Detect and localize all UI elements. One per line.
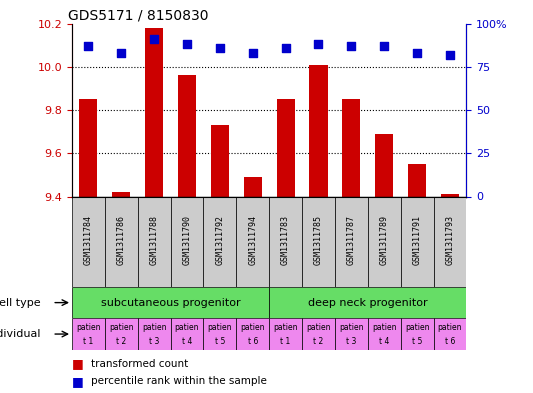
Bar (178, 75, 196, 196)
Text: GSM1311792: GSM1311792 (215, 215, 224, 265)
Point (446, 51, 454, 58)
Bar (244, 177, 262, 196)
Point (347, 43, 356, 49)
Text: patien: patien (109, 323, 133, 332)
Point (183, 41, 191, 48)
Bar (302, 318, 335, 350)
Text: GSM1311783: GSM1311783 (281, 215, 290, 265)
Text: GSM1311789: GSM1311789 (379, 215, 389, 265)
Text: patien: patien (240, 323, 265, 332)
Text: patien: patien (405, 323, 429, 332)
Point (380, 43, 389, 49)
Point (84, 43, 93, 49)
Bar (375, 134, 393, 196)
Bar (171, 318, 204, 350)
Text: GSM1311784: GSM1311784 (84, 215, 93, 265)
Text: cell type: cell type (0, 298, 41, 308)
Bar (302, 196, 335, 287)
Bar (204, 196, 236, 287)
Point (215, 45, 224, 51)
Point (281, 45, 290, 51)
Bar (342, 99, 360, 196)
Point (314, 41, 322, 48)
Bar (433, 196, 466, 287)
Bar (138, 196, 171, 287)
Bar (105, 318, 138, 350)
Bar (171, 196, 204, 287)
Bar (335, 318, 368, 350)
Text: subcutaneous progenitor: subcutaneous progenitor (101, 298, 240, 308)
Text: deep neck progenitor: deep neck progenitor (308, 298, 427, 308)
Text: transformed count: transformed count (91, 358, 188, 369)
Text: GSM1311787: GSM1311787 (347, 215, 356, 265)
Bar (236, 196, 269, 287)
Bar (269, 318, 302, 350)
Bar (335, 196, 368, 287)
Text: t 6: t 6 (445, 338, 455, 346)
Bar (401, 196, 433, 287)
Text: patien: patien (306, 323, 330, 332)
Bar (105, 196, 138, 287)
Text: t 5: t 5 (215, 338, 225, 346)
Text: t 4: t 4 (182, 338, 192, 346)
Bar (204, 318, 236, 350)
Bar (401, 318, 433, 350)
Text: patien: patien (76, 323, 101, 332)
Point (150, 36, 158, 42)
Bar (236, 318, 269, 350)
Text: ■: ■ (72, 357, 84, 370)
Bar (277, 99, 295, 196)
Text: GSM1311790: GSM1311790 (182, 215, 191, 265)
Text: ■: ■ (72, 375, 84, 388)
Text: t 1: t 1 (280, 338, 290, 346)
Bar (433, 318, 466, 350)
Point (248, 50, 257, 56)
Text: t 3: t 3 (346, 338, 357, 346)
Text: GSM1311791: GSM1311791 (413, 215, 422, 265)
Bar (211, 125, 229, 196)
Text: GSM1311785: GSM1311785 (314, 215, 323, 265)
Text: patien: patien (438, 323, 462, 332)
Text: patien: patien (175, 323, 199, 332)
Text: patien: patien (372, 323, 397, 332)
Point (413, 50, 421, 56)
Text: t 6: t 6 (247, 338, 258, 346)
Text: GSM1311786: GSM1311786 (117, 215, 126, 265)
Bar (145, 28, 163, 196)
Bar (441, 195, 459, 196)
Text: patien: patien (273, 323, 298, 332)
Bar (72, 196, 105, 287)
Bar (269, 196, 302, 287)
Text: patien: patien (208, 323, 232, 332)
Bar (112, 192, 130, 196)
Text: individual: individual (0, 329, 41, 339)
Text: GSM1311793: GSM1311793 (446, 215, 455, 265)
Text: patien: patien (339, 323, 364, 332)
Text: percentile rank within the sample: percentile rank within the sample (91, 376, 266, 386)
Text: GSM1311788: GSM1311788 (150, 215, 159, 265)
Text: t 2: t 2 (116, 338, 126, 346)
Bar (72, 287, 269, 318)
Bar (138, 318, 171, 350)
Bar (408, 164, 426, 196)
Bar (72, 318, 105, 350)
Bar (368, 196, 401, 287)
Text: GDS5171 / 8150830: GDS5171 / 8150830 (68, 8, 208, 22)
Bar (368, 318, 401, 350)
Text: t 3: t 3 (149, 338, 159, 346)
Text: t 1: t 1 (83, 338, 93, 346)
Text: t 5: t 5 (412, 338, 422, 346)
Text: patien: patien (142, 323, 166, 332)
Text: t 2: t 2 (313, 338, 324, 346)
Bar (269, 287, 466, 318)
Bar (79, 99, 98, 196)
Bar (310, 65, 327, 196)
Text: GSM1311794: GSM1311794 (248, 215, 257, 265)
Text: t 4: t 4 (379, 338, 390, 346)
Point (117, 50, 126, 56)
